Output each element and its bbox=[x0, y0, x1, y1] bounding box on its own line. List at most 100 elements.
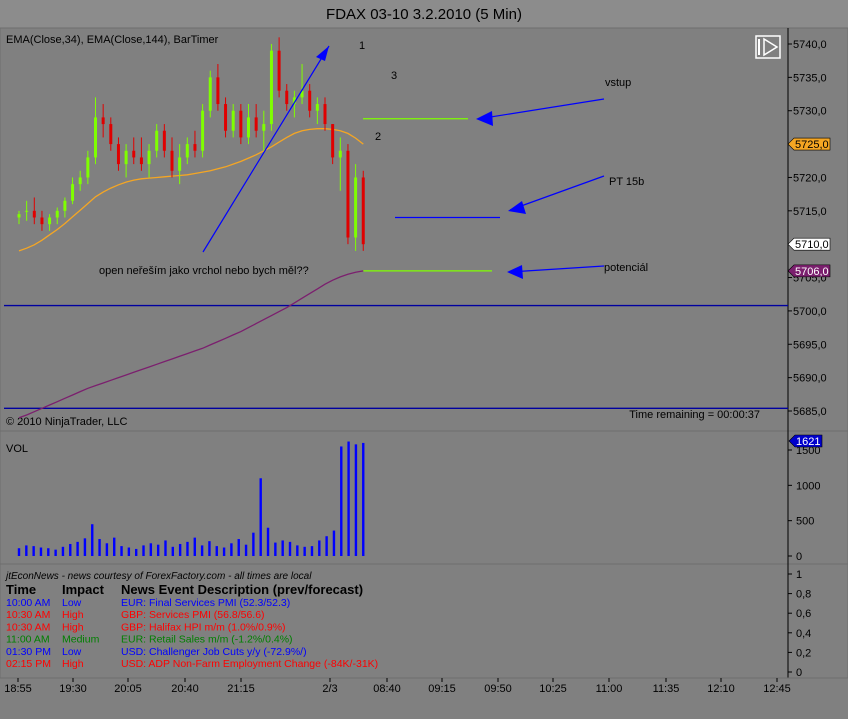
x-tick-label: 09:50 bbox=[484, 683, 512, 695]
volume-bar bbox=[266, 527, 270, 556]
volume-bar bbox=[134, 548, 138, 556]
open-arrow bbox=[202, 45, 330, 253]
news-panel bbox=[0, 563, 848, 679]
candle-body bbox=[285, 90, 289, 105]
window-title: FDAX 03-10 3.2.2010 (5 Min) bbox=[326, 6, 522, 23]
price-tick-label: 5740,0 bbox=[793, 39, 827, 51]
price-tick-label: 5735,0 bbox=[793, 72, 827, 84]
news-row-desc: GBP: Services PMI (56.8/56.6) bbox=[121, 609, 265, 621]
x-tick-label: 20:40 bbox=[171, 683, 199, 695]
news-tick-label: 0,6 bbox=[796, 608, 811, 620]
news-row: 11:00 AM Medium EUR: Retail Sales m/m (-1.… bbox=[6, 634, 293, 646]
candle-body bbox=[32, 210, 36, 218]
news-row-impact: Low bbox=[62, 646, 82, 658]
news-row-desc: USD: ADP Non-Farm Employment Change (-84… bbox=[121, 658, 378, 670]
volume-bar bbox=[354, 444, 358, 556]
x-tick-label: 10:25 bbox=[539, 683, 567, 695]
volume-bar bbox=[142, 545, 145, 556]
volume-tick-label: 500 bbox=[796, 516, 814, 528]
news-row-time: 10:00 AM bbox=[6, 597, 50, 609]
volume-bar bbox=[215, 546, 218, 556]
candle-body bbox=[277, 50, 281, 91]
news-row-time: 02:15 PM bbox=[6, 658, 51, 670]
price-panel[interactable] bbox=[0, 27, 848, 432]
news-row: 01:30 PM Low USD: Challenger Job Cuts y/y … bbox=[6, 646, 307, 658]
candle-body bbox=[354, 177, 358, 238]
label-1: 1 bbox=[359, 40, 365, 52]
news-tick-label: 0,4 bbox=[796, 628, 811, 640]
news-row: 10:00 AM Low EUR: Final Services PMI (52.3… bbox=[6, 597, 290, 609]
volume-bar bbox=[288, 541, 292, 556]
news-tick-label: 0,8 bbox=[796, 589, 811, 601]
volume-badge-text: 1621 bbox=[796, 436, 820, 448]
news-y-axis: 1 0,8 0,6 0,4 0,2 0 bbox=[788, 569, 811, 679]
candle-body bbox=[315, 104, 319, 111]
candle-body bbox=[170, 150, 174, 171]
annotations: 1 3 2 vstup PT 15b potenciál open neřeší… bbox=[99, 40, 648, 279]
x-tick-label: 20:05 bbox=[114, 683, 142, 695]
volume-label: VOL bbox=[6, 443, 28, 455]
x-tick-label: 21:15 bbox=[227, 683, 255, 695]
volume-panel[interactable] bbox=[0, 430, 848, 565]
candle-body bbox=[162, 130, 166, 151]
volume-bar bbox=[149, 543, 153, 556]
volume-tick-label: 1000 bbox=[796, 480, 820, 492]
candle-body bbox=[346, 150, 350, 238]
volume-bar bbox=[156, 544, 160, 556]
price-tick-label: 5715,0 bbox=[793, 206, 827, 218]
candle-body bbox=[361, 177, 365, 245]
price-tick-label: 5720,0 bbox=[793, 172, 827, 184]
candle-body bbox=[308, 90, 312, 111]
play-icon[interactable] bbox=[755, 35, 781, 59]
volume-bar bbox=[237, 539, 240, 556]
candle-body bbox=[132, 150, 136, 158]
volume-bar bbox=[274, 542, 277, 556]
volume-bar bbox=[200, 545, 204, 556]
news-header-desc: News Event Description (prev/forecast) bbox=[121, 582, 363, 597]
volume-bar bbox=[76, 541, 79, 556]
volume-bar bbox=[230, 543, 233, 556]
last-price-badge: 5710,0 bbox=[787, 237, 831, 251]
candle-body bbox=[185, 144, 189, 158]
news-row-desc: GBP: Halifax HPI m/m (1.0%/0.9%) bbox=[121, 621, 286, 633]
news-header-impact: Impact bbox=[62, 582, 105, 597]
volume-bar bbox=[222, 547, 226, 556]
candle-body bbox=[239, 110, 243, 138]
volume-tick-label: 1500 bbox=[796, 445, 820, 457]
candle-body bbox=[216, 77, 220, 105]
x-tick-label: 11:00 bbox=[596, 683, 623, 695]
volume-bar bbox=[32, 546, 35, 556]
x-tick-label: 12:45 bbox=[763, 683, 791, 695]
candle-body bbox=[254, 117, 258, 131]
volume-bar bbox=[281, 540, 284, 556]
candle-body bbox=[338, 150, 342, 158]
candle-body bbox=[116, 144, 120, 165]
volume-bar bbox=[120, 546, 123, 556]
news-row-impact: Medium bbox=[62, 634, 100, 646]
candle-body bbox=[48, 217, 52, 225]
news-row-time: 11:00 AM bbox=[6, 634, 50, 646]
label-3: 3 bbox=[391, 70, 397, 82]
potencial-arrow bbox=[509, 265, 605, 273]
news-row-time: 01:30 PM bbox=[6, 646, 51, 658]
candle-body bbox=[300, 90, 304, 98]
x-tick-label: 09:15 bbox=[428, 683, 456, 695]
volume-bar bbox=[54, 549, 57, 556]
time-remaining-label: Time remaining = 00:00:37 bbox=[629, 409, 760, 421]
volume-bar bbox=[69, 543, 72, 556]
label-2: 2 bbox=[375, 131, 381, 143]
candle-body bbox=[262, 124, 266, 131]
candle-body bbox=[17, 214, 21, 218]
candle-body bbox=[178, 157, 182, 171]
volume-bar bbox=[91, 524, 94, 556]
candle-body bbox=[193, 144, 197, 151]
volume-bar bbox=[252, 532, 255, 556]
volume-bar bbox=[83, 538, 87, 556]
vstup-arrow bbox=[477, 98, 605, 120]
copyright-label: © 2010 NinjaTrader, LLC bbox=[6, 416, 127, 428]
candle-body bbox=[139, 157, 143, 165]
price-y-axis: 5740,0 5735,0 5730,0 5725,0 5720,0 5715,0 5710… bbox=[788, 39, 827, 418]
candle-body bbox=[331, 124, 335, 158]
vstup-arrow-head bbox=[476, 111, 493, 126]
x-tick-label: 18:55 bbox=[4, 683, 32, 695]
